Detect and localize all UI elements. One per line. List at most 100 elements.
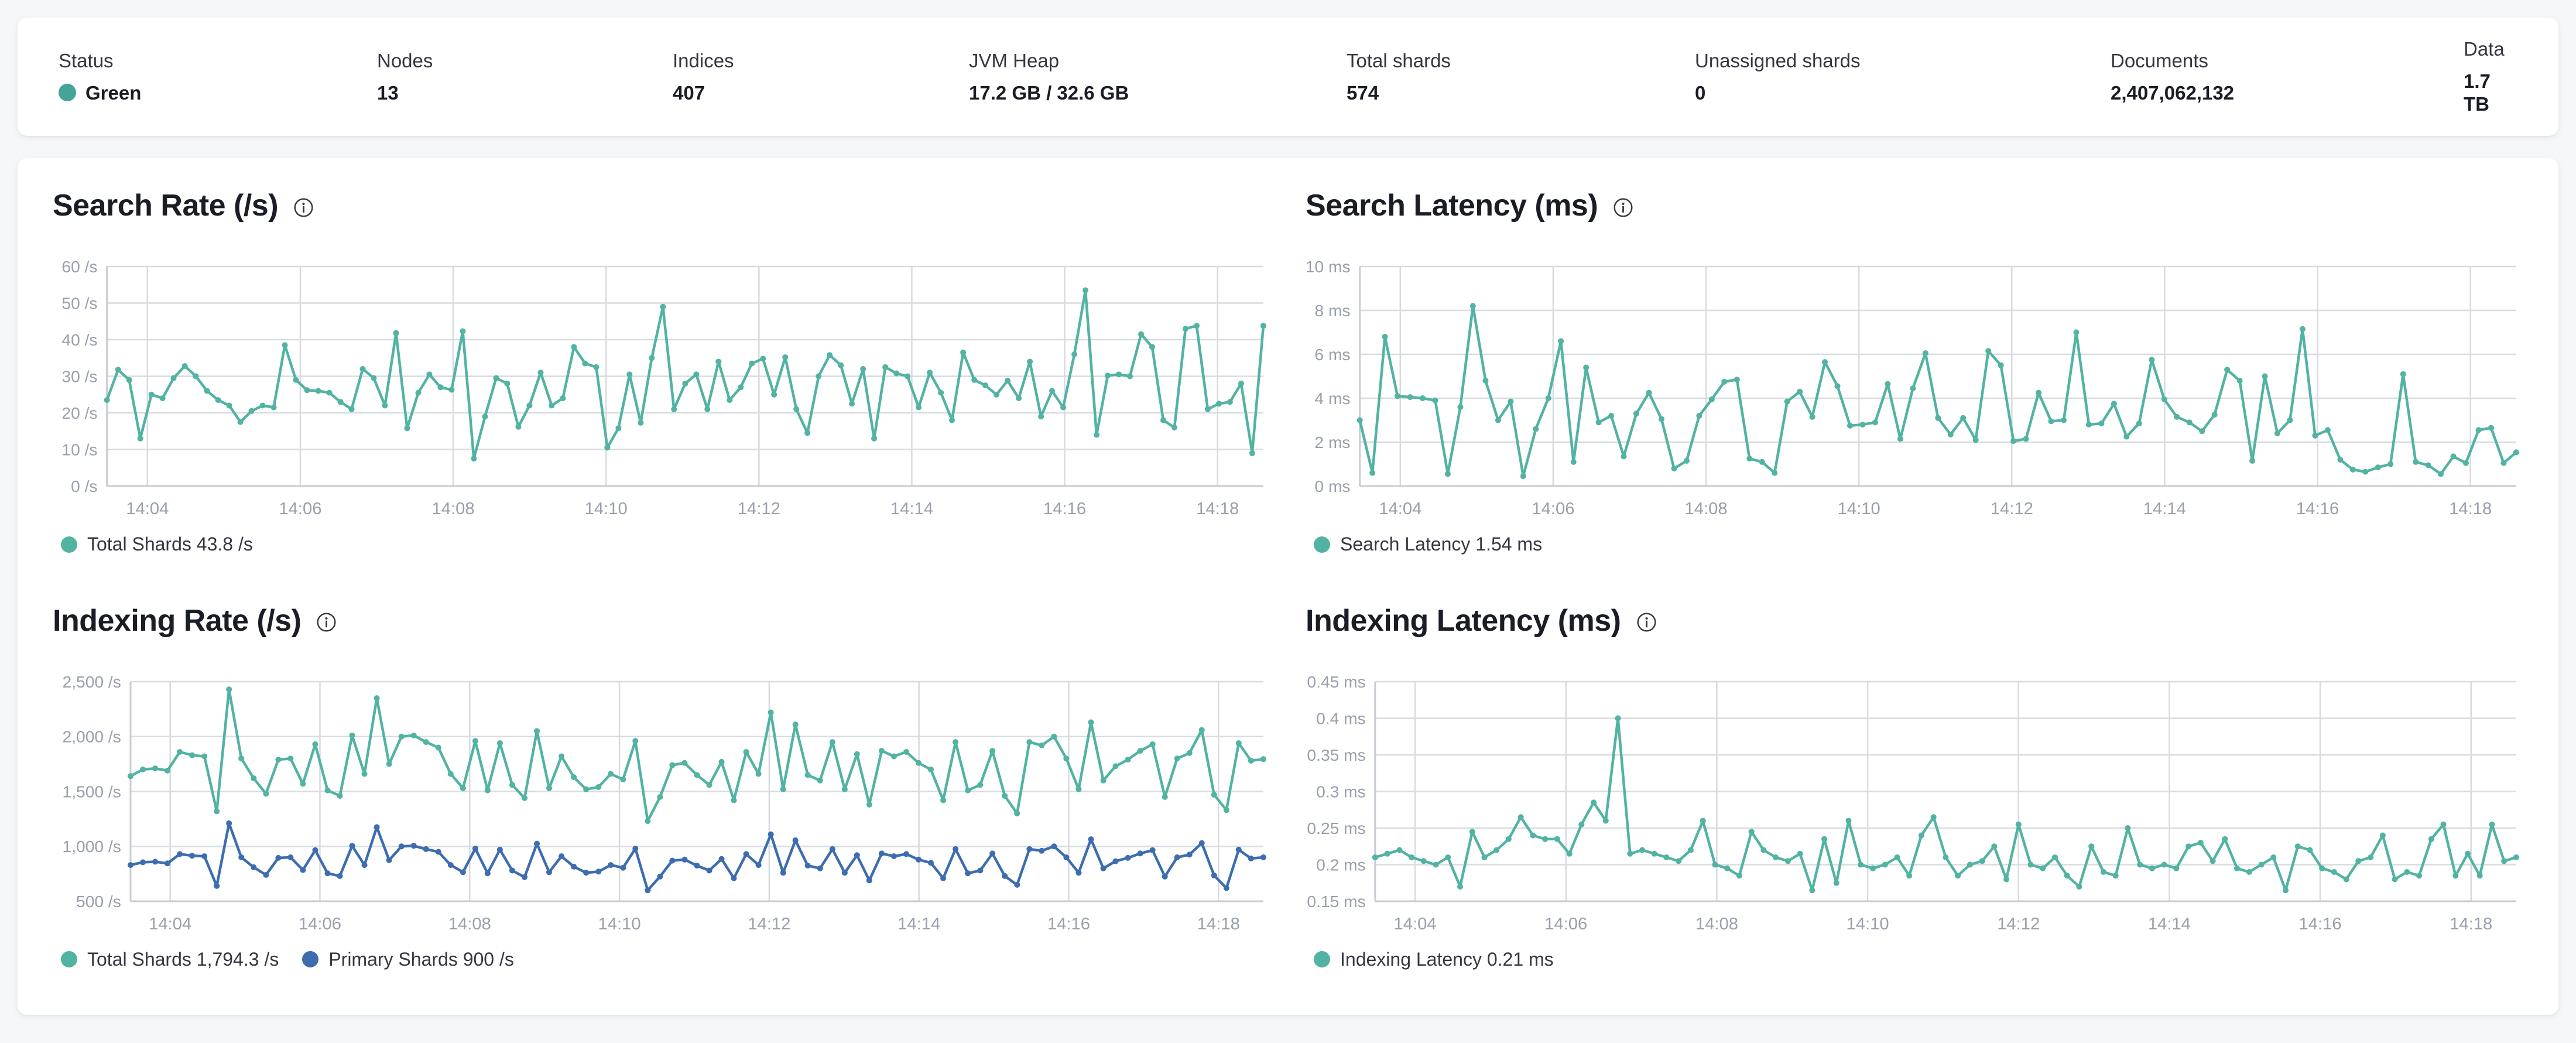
stat-status-text: Green bbox=[85, 81, 142, 104]
stat-unassigned-shards: Unassigned shards 0 bbox=[1695, 49, 1861, 104]
chart-search-latency-title: Search Latency (ms) bbox=[1306, 189, 1598, 223]
svg-text:8 ms: 8 ms bbox=[1314, 302, 1350, 320]
svg-text:1,500 /s: 1,500 /s bbox=[63, 783, 121, 801]
svg-text:6 ms: 6 ms bbox=[1314, 346, 1350, 364]
svg-text:10 ms: 10 ms bbox=[1306, 258, 1351, 276]
legend-item-total-shards[interactable]: Total Shards 43.8 /s bbox=[61, 533, 253, 555]
svg-text:14:12: 14:12 bbox=[1991, 500, 2033, 518]
svg-text:20 /s: 20 /s bbox=[61, 404, 97, 422]
status-green-dot-icon bbox=[59, 84, 76, 102]
legend: Total Shards 1,794.3 /s Primary Shards 9… bbox=[61, 948, 1270, 970]
svg-text:14:14: 14:14 bbox=[898, 915, 940, 933]
svg-text:14:18: 14:18 bbox=[1197, 915, 1240, 933]
svg-text:14:08: 14:08 bbox=[448, 915, 491, 933]
svg-text:14:08: 14:08 bbox=[1685, 500, 1728, 518]
svg-text:0.25 ms: 0.25 ms bbox=[1307, 819, 1365, 837]
svg-text:14:06: 14:06 bbox=[1532, 500, 1574, 518]
svg-text:14:04: 14:04 bbox=[149, 915, 191, 933]
stat-indices: Indices 407 bbox=[673, 49, 734, 104]
svg-text:0 ms: 0 ms bbox=[1314, 477, 1350, 495]
svg-text:40 /s: 40 /s bbox=[61, 331, 97, 349]
svg-text:30 /s: 30 /s bbox=[61, 368, 97, 386]
svg-text:60 /s: 60 /s bbox=[61, 258, 97, 276]
svg-text:0.15 ms: 0.15 ms bbox=[1307, 892, 1365, 911]
cluster-overview-bar: Status Green Nodes 13 Indices 407 JVM He… bbox=[18, 18, 2558, 136]
info-icon[interactable] bbox=[1613, 197, 1633, 218]
info-icon[interactable] bbox=[316, 612, 337, 632]
chart-search-latency: Search Latency (ms) 10 ms 8 ms 6 ms 4 ms 2 m… bbox=[1306, 187, 2523, 556]
svg-text:14:08: 14:08 bbox=[1695, 915, 1738, 933]
svg-text:14:10: 14:10 bbox=[1847, 915, 1889, 933]
legend-item-search-latency[interactable]: Search Latency 1.54 ms bbox=[1314, 533, 1542, 555]
legend-item-primary-shards[interactable]: Primary Shards 900 /s bbox=[302, 948, 514, 970]
svg-text:14:14: 14:14 bbox=[2143, 500, 2186, 518]
stat-status: Status Green bbox=[59, 37, 377, 116]
svg-text:10 /s: 10 /s bbox=[61, 441, 97, 459]
svg-text:14:10: 14:10 bbox=[598, 915, 641, 933]
svg-text:0.35 ms: 0.35 ms bbox=[1307, 746, 1365, 764]
svg-text:50 /s: 50 /s bbox=[61, 295, 97, 313]
legend-item-total-shards[interactable]: Total Shards 1,794.3 /s bbox=[61, 948, 279, 970]
svg-text:14:10: 14:10 bbox=[1838, 500, 1880, 518]
stat-jvm-heap: JVM Heap 17.2 GB / 32.6 GB bbox=[969, 49, 1129, 104]
legend-dot-icon bbox=[302, 951, 319, 968]
svg-text:500 /s: 500 /s bbox=[76, 892, 121, 911]
info-icon[interactable] bbox=[1636, 612, 1657, 632]
svg-text:14:08: 14:08 bbox=[432, 500, 475, 518]
stat-status-value: Green bbox=[59, 81, 377, 105]
svg-text:2 ms: 2 ms bbox=[1314, 433, 1350, 452]
svg-text:14:16: 14:16 bbox=[2296, 500, 2339, 518]
svg-text:14:16: 14:16 bbox=[1047, 915, 1090, 933]
svg-text:0.4 ms: 0.4 ms bbox=[1316, 710, 1366, 728]
chart-indexing-latency: Indexing Latency (ms) 0.45 ms 0.4 ms 0.35 … bbox=[1306, 603, 2523, 971]
indexing-rate-line-chart[interactable]: 2,500 /s 2,000 /s 1,500 /s 1,000 /s 500 /s 14… bbox=[53, 661, 1270, 942]
svg-text:14:18: 14:18 bbox=[1196, 500, 1239, 518]
svg-text:4 ms: 4 ms bbox=[1314, 389, 1350, 408]
legend-dot-icon bbox=[61, 951, 77, 968]
legend-dot-icon bbox=[1314, 536, 1330, 553]
svg-text:14:04: 14:04 bbox=[1379, 500, 1421, 518]
chart-search-rate: Search Rate (/s) 60 /s 50 /s 40 /s 30 /s 20 … bbox=[53, 187, 1270, 556]
svg-text:0 /s: 0 /s bbox=[71, 477, 97, 495]
svg-text:14:16: 14:16 bbox=[2299, 915, 2342, 933]
legend-dot-icon bbox=[1314, 951, 1330, 968]
svg-text:2,000 /s: 2,000 /s bbox=[63, 728, 121, 746]
svg-text:14:10: 14:10 bbox=[585, 500, 628, 518]
svg-text:14:06: 14:06 bbox=[279, 500, 321, 518]
svg-text:14:18: 14:18 bbox=[2449, 500, 2492, 518]
svg-text:14:16: 14:16 bbox=[1043, 500, 1086, 518]
chart-search-rate-title: Search Rate (/s) bbox=[53, 189, 279, 223]
chart-indexing-rate: Indexing Rate (/s) 2,500 /s 2,000 /s 1,500… bbox=[53, 603, 1270, 971]
legend: Search Latency 1.54 ms bbox=[1314, 533, 2523, 555]
svg-text:0.3 ms: 0.3 ms bbox=[1316, 783, 1366, 801]
chart-indexing-rate-title: Indexing Rate (/s) bbox=[53, 603, 302, 638]
stat-status-label: Status bbox=[59, 49, 114, 71]
svg-text:14:04: 14:04 bbox=[126, 500, 169, 518]
svg-text:0.2 ms: 0.2 ms bbox=[1316, 856, 1366, 874]
chart-indexing-latency-title: Indexing Latency (ms) bbox=[1306, 603, 1621, 638]
search-latency-line-chart[interactable]: 10 ms 8 ms 6 ms 4 ms 2 ms 0 ms 14:04 14:06 14:08… bbox=[1306, 246, 2523, 527]
svg-text:14:12: 14:12 bbox=[738, 500, 780, 518]
metrics-charts-panel: Search Rate (/s) 60 /s 50 /s 40 /s 30 /s 20 … bbox=[18, 158, 2558, 1015]
indexing-latency-line-chart[interactable]: 0.45 ms 0.4 ms 0.35 ms 0.3 ms 0.25 ms 0.2 ms 0… bbox=[1306, 661, 2523, 942]
svg-text:14:12: 14:12 bbox=[1997, 915, 2040, 933]
stat-total-shards: Total shards 574 bbox=[1347, 49, 1451, 104]
svg-text:14:06: 14:06 bbox=[299, 915, 341, 933]
legend-item-indexing-latency[interactable]: Indexing Latency 0.21 ms bbox=[1314, 948, 1554, 970]
svg-text:2,500 /s: 2,500 /s bbox=[63, 673, 121, 691]
stat-data: Data 1.7 TB bbox=[2464, 38, 2505, 115]
stat-nodes: Nodes 13 bbox=[377, 49, 433, 104]
legend: Indexing Latency 0.21 ms bbox=[1314, 948, 2523, 970]
info-icon[interactable] bbox=[293, 197, 314, 218]
svg-text:14:12: 14:12 bbox=[748, 915, 790, 933]
legend: Total Shards 43.8 /s bbox=[61, 533, 1270, 555]
svg-text:14:06: 14:06 bbox=[1544, 915, 1587, 933]
svg-text:14:14: 14:14 bbox=[890, 500, 933, 518]
legend-dot-icon bbox=[61, 536, 77, 553]
search-rate-line-chart[interactable]: 60 /s 50 /s 40 /s 30 /s 20 /s 10 /s 0 /s 14:04 1… bbox=[53, 246, 1270, 527]
svg-text:1,000 /s: 1,000 /s bbox=[63, 838, 121, 856]
svg-text:14:14: 14:14 bbox=[2148, 915, 2191, 933]
svg-text:14:18: 14:18 bbox=[2450, 915, 2492, 933]
svg-text:14:04: 14:04 bbox=[1394, 915, 1437, 933]
stat-documents: Documents 2,407,062,132 bbox=[2111, 49, 2235, 104]
